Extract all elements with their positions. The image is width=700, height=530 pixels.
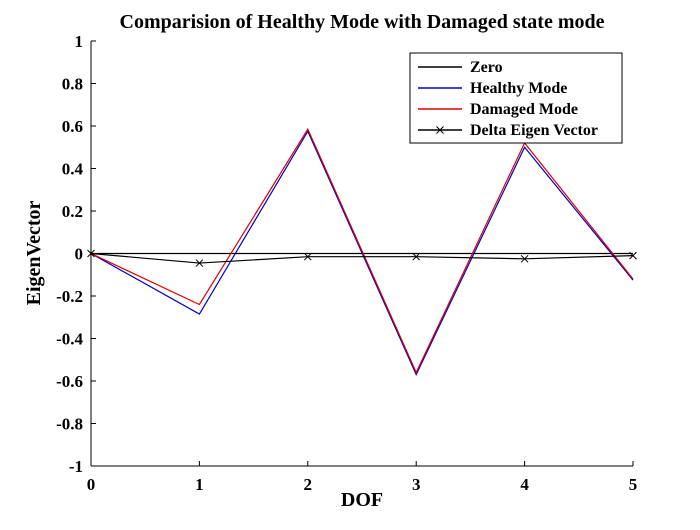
legend-box	[409, 52, 623, 144]
series-line-healthy-mode	[90, 130, 634, 377]
x-axis-label: DOF	[341, 489, 383, 511]
x-marker-stroke	[87, 249, 95, 258]
x-marker-stroke	[303, 252, 312, 261]
legend-label: Zero	[470, 59, 503, 76]
y-tick-label: 0.8	[62, 75, 83, 94]
series-point-delta-eigen-vector	[195, 259, 204, 267]
y-tick-label: 0.2	[62, 202, 83, 221]
legend-item-healthy-mode: Healthy Mode	[418, 80, 567, 97]
x-marker-stroke	[195, 259, 204, 267]
series-line-damaged-mode	[90, 127, 634, 374]
x-marker-stroke	[520, 254, 529, 263]
y-tick-label: -1	[69, 457, 83, 476]
y-tick-label: 1	[75, 32, 84, 51]
plot-area: 10.80.60.40.20-0.2-0.4-0.6-0.8-10 1 2 3 4 5	[56, 32, 637, 494]
y-tick-label: 0.4	[62, 160, 84, 179]
chart-title: Comparision of Healthy Mode with Damaged…	[120, 11, 605, 33]
x-tick-label: 1	[195, 475, 204, 494]
y-tick-label: 0	[75, 245, 84, 264]
y-tick-label: 0.6	[62, 117, 83, 136]
legend-item-damaged-mode: Damaged Mode	[418, 101, 578, 118]
legend-label: Healthy Mode	[470, 80, 567, 97]
legend: Zero Healthy Mode Damaged Mode Delta Eigen …	[409, 52, 623, 144]
y-tick-label: -0.2	[56, 287, 83, 306]
x-tick-label: 3	[412, 475, 421, 494]
x-marker-stroke	[412, 252, 421, 261]
x-tick-label: 4	[520, 475, 529, 494]
series-point-delta-eigen-vector	[629, 251, 637, 260]
x-tick-label: 5	[629, 475, 638, 494]
legend-item-zero: Zero	[418, 59, 503, 76]
series-line-delta-eigen-vector	[90, 252, 634, 264]
x-marker-stroke	[629, 251, 637, 260]
y-axis-label: EigenVector	[23, 200, 45, 305]
x-tick-label: 2	[304, 475, 313, 494]
series-point-delta-eigen-vector	[520, 254, 529, 263]
y-tick-label: -0.6	[56, 372, 83, 391]
y-tick-label: -0.8	[56, 415, 83, 434]
series-point-delta-eigen-vector	[303, 252, 312, 261]
legend-marker-stroke	[436, 126, 444, 134]
series-point-delta-eigen-vector	[87, 249, 95, 258]
series-point-delta-eigen-vector	[412, 252, 421, 261]
y-tick-label: -0.4	[56, 330, 83, 349]
x-tick-label: 0	[87, 475, 96, 494]
legend-label: Delta Eigen Vector	[470, 122, 598, 139]
legend-label: Damaged Mode	[470, 101, 578, 118]
legend-item-delta-eigen-vector: Delta Eigen Vector	[418, 122, 598, 139]
